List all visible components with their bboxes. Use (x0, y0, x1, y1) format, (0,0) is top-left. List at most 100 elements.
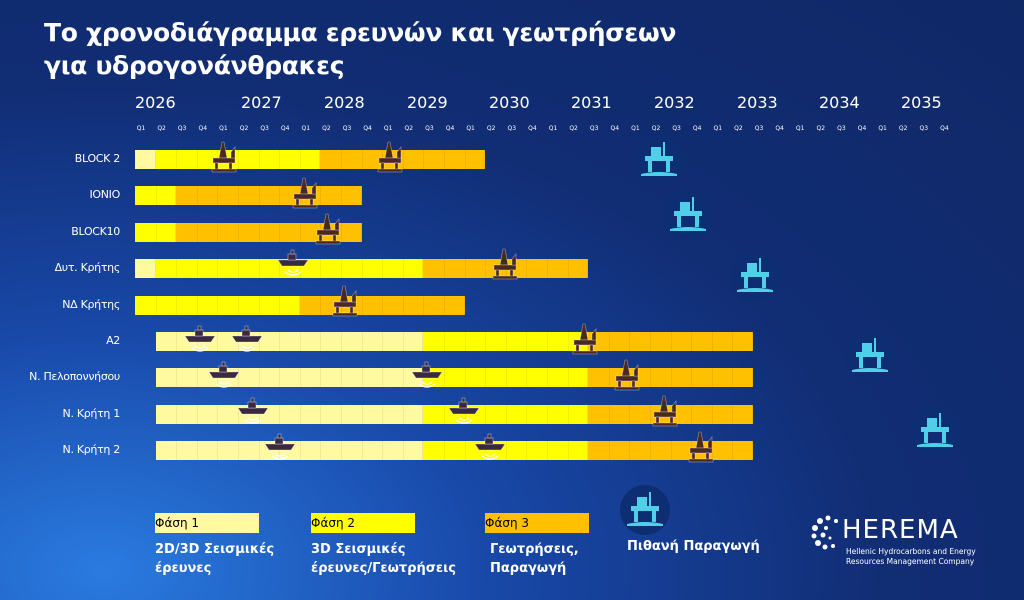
drilling-rig-icon (375, 140, 405, 180)
quarter-cell (340, 404, 342, 424)
quarter-cell (279, 150, 281, 169)
year-label: 2027 (241, 93, 282, 112)
quarter-cell (258, 368, 260, 388)
quarter-cell (567, 332, 569, 351)
year-label: 2031 (571, 93, 612, 112)
quarter-label: Q3 (425, 125, 434, 132)
seismic-ship-icon (207, 360, 241, 394)
seismic-ship-icon (236, 396, 270, 430)
phase-3-bar (176, 186, 362, 206)
quarter-cell (217, 259, 219, 279)
seismic-ship-icon (410, 360, 444, 394)
quarter-cell (237, 222, 239, 242)
quarter-label: Q4 (445, 125, 455, 132)
quarter-label: Q1 (713, 125, 723, 132)
quarter-cell (485, 441, 487, 461)
quarter-cell (340, 441, 342, 461)
row-label: ΝΔ Κρήτης (62, 297, 120, 311)
logo-dots-icon (811, 515, 838, 550)
drilling-rig-icon (612, 358, 642, 398)
quarter-cell (279, 404, 281, 424)
quarter-cell (464, 332, 466, 351)
phase-2-bar (423, 368, 589, 388)
quarter-label: Q1 (795, 125, 805, 132)
title-line-2: για υδρογονάνθρακες (44, 51, 345, 80)
quarter-cell (176, 368, 178, 388)
quarter-cell (320, 186, 322, 206)
seismic-ship-icon (183, 324, 217, 358)
quarter-cell (196, 150, 198, 169)
quarter-cell (155, 186, 157, 206)
quarter-cell (320, 441, 322, 461)
quarter-label: Q2 (322, 125, 331, 132)
legend-label: Φάση 3 (485, 516, 530, 530)
quarter-cell (237, 259, 239, 279)
quarter-label: Q4 (198, 125, 208, 132)
seismic-ship-icon (447, 396, 481, 430)
quarter-label: Q4 (280, 125, 290, 132)
quarter-cell (443, 259, 445, 279)
quarter-cell (361, 150, 363, 169)
row-label: Ν. Κρήτη 1 (62, 406, 121, 420)
quarter-cell (299, 441, 301, 461)
quarter-cell (361, 295, 363, 315)
seismic-ship-icon (276, 248, 310, 282)
quarter-cell (258, 441, 260, 461)
year-label: 2032 (654, 93, 695, 112)
quarter-cell (567, 441, 569, 461)
quarter-cell (340, 222, 342, 242)
quarter-cell (279, 441, 281, 461)
quarter-cell (526, 368, 528, 388)
quarter-cell (258, 186, 260, 206)
drilling-rig-icon (686, 430, 716, 470)
quarter-cell (443, 150, 445, 169)
quarter-cell (443, 404, 445, 424)
quarter-cell (237, 441, 239, 461)
seismic-ship-icon (230, 324, 264, 358)
quarter-cell (237, 150, 239, 169)
desc: Παραγωγή (490, 561, 567, 576)
quarter-cell (402, 259, 404, 279)
quarter-label: Q4 (528, 125, 537, 132)
quarter-label: Q2 (486, 125, 496, 132)
quarter-cell (299, 259, 301, 279)
phase-1-bar (155, 441, 424, 461)
quarter-cell (711, 332, 713, 351)
quarter-cell (649, 441, 651, 461)
phase-2-bar (135, 295, 300, 315)
quarter-cell (279, 332, 281, 351)
quarter-cell (196, 368, 198, 388)
production-platform-icon (729, 250, 781, 306)
quarter-cell (196, 222, 198, 242)
phase-3-bar (299, 295, 465, 315)
quarter-cell (443, 441, 445, 461)
quarter-label: Q2 (734, 125, 743, 132)
quarter-cell (402, 404, 404, 424)
legend-label: Φάση 2 (311, 516, 356, 530)
quarter-cell (546, 441, 548, 461)
quarter-label: Q3 (342, 125, 352, 132)
legend-label: Φάση 1 (155, 516, 200, 530)
quarter-cell (361, 441, 363, 461)
quarter-cell (732, 404, 734, 424)
drilling-rig-icon (330, 284, 360, 324)
quarter-cell (299, 332, 301, 351)
quarter-cell (299, 404, 301, 424)
quarter-cell (279, 222, 281, 242)
quarter-cell (402, 368, 404, 388)
quarter-label: Q3 (177, 125, 187, 132)
drilling-rig-icon (209, 140, 239, 180)
quarter-label: Q3 (507, 125, 517, 132)
seismic-ship-icon (473, 432, 507, 466)
quarter-label: Q3 (837, 125, 846, 132)
row-label: IONIO (89, 188, 120, 202)
phase-1-bar (135, 259, 156, 279)
quarter-cell (464, 259, 466, 279)
legend-desc-3: Γεωτρήσεις, Παραγωγή (490, 540, 579, 578)
quarter-label: Q3 (589, 125, 599, 132)
quarter-cell (382, 404, 384, 424)
desc: έρευνες (155, 561, 212, 576)
quarter-cell (464, 368, 466, 388)
quarter-cell (402, 150, 404, 169)
